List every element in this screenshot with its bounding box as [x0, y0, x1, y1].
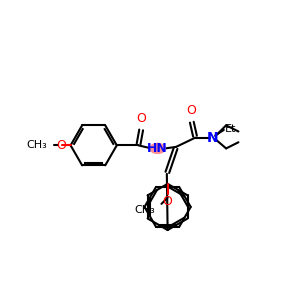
Text: CH₃: CH₃	[27, 140, 47, 150]
Text: O: O	[136, 112, 146, 124]
Text: Et: Et	[225, 124, 236, 134]
Text: O: O	[56, 139, 66, 152]
Text: O: O	[163, 195, 172, 208]
Text: N: N	[206, 130, 218, 145]
Text: HN: HN	[147, 142, 168, 155]
Text: O: O	[187, 104, 196, 117]
Ellipse shape	[150, 143, 165, 153]
Text: CH₃: CH₃	[134, 206, 155, 215]
